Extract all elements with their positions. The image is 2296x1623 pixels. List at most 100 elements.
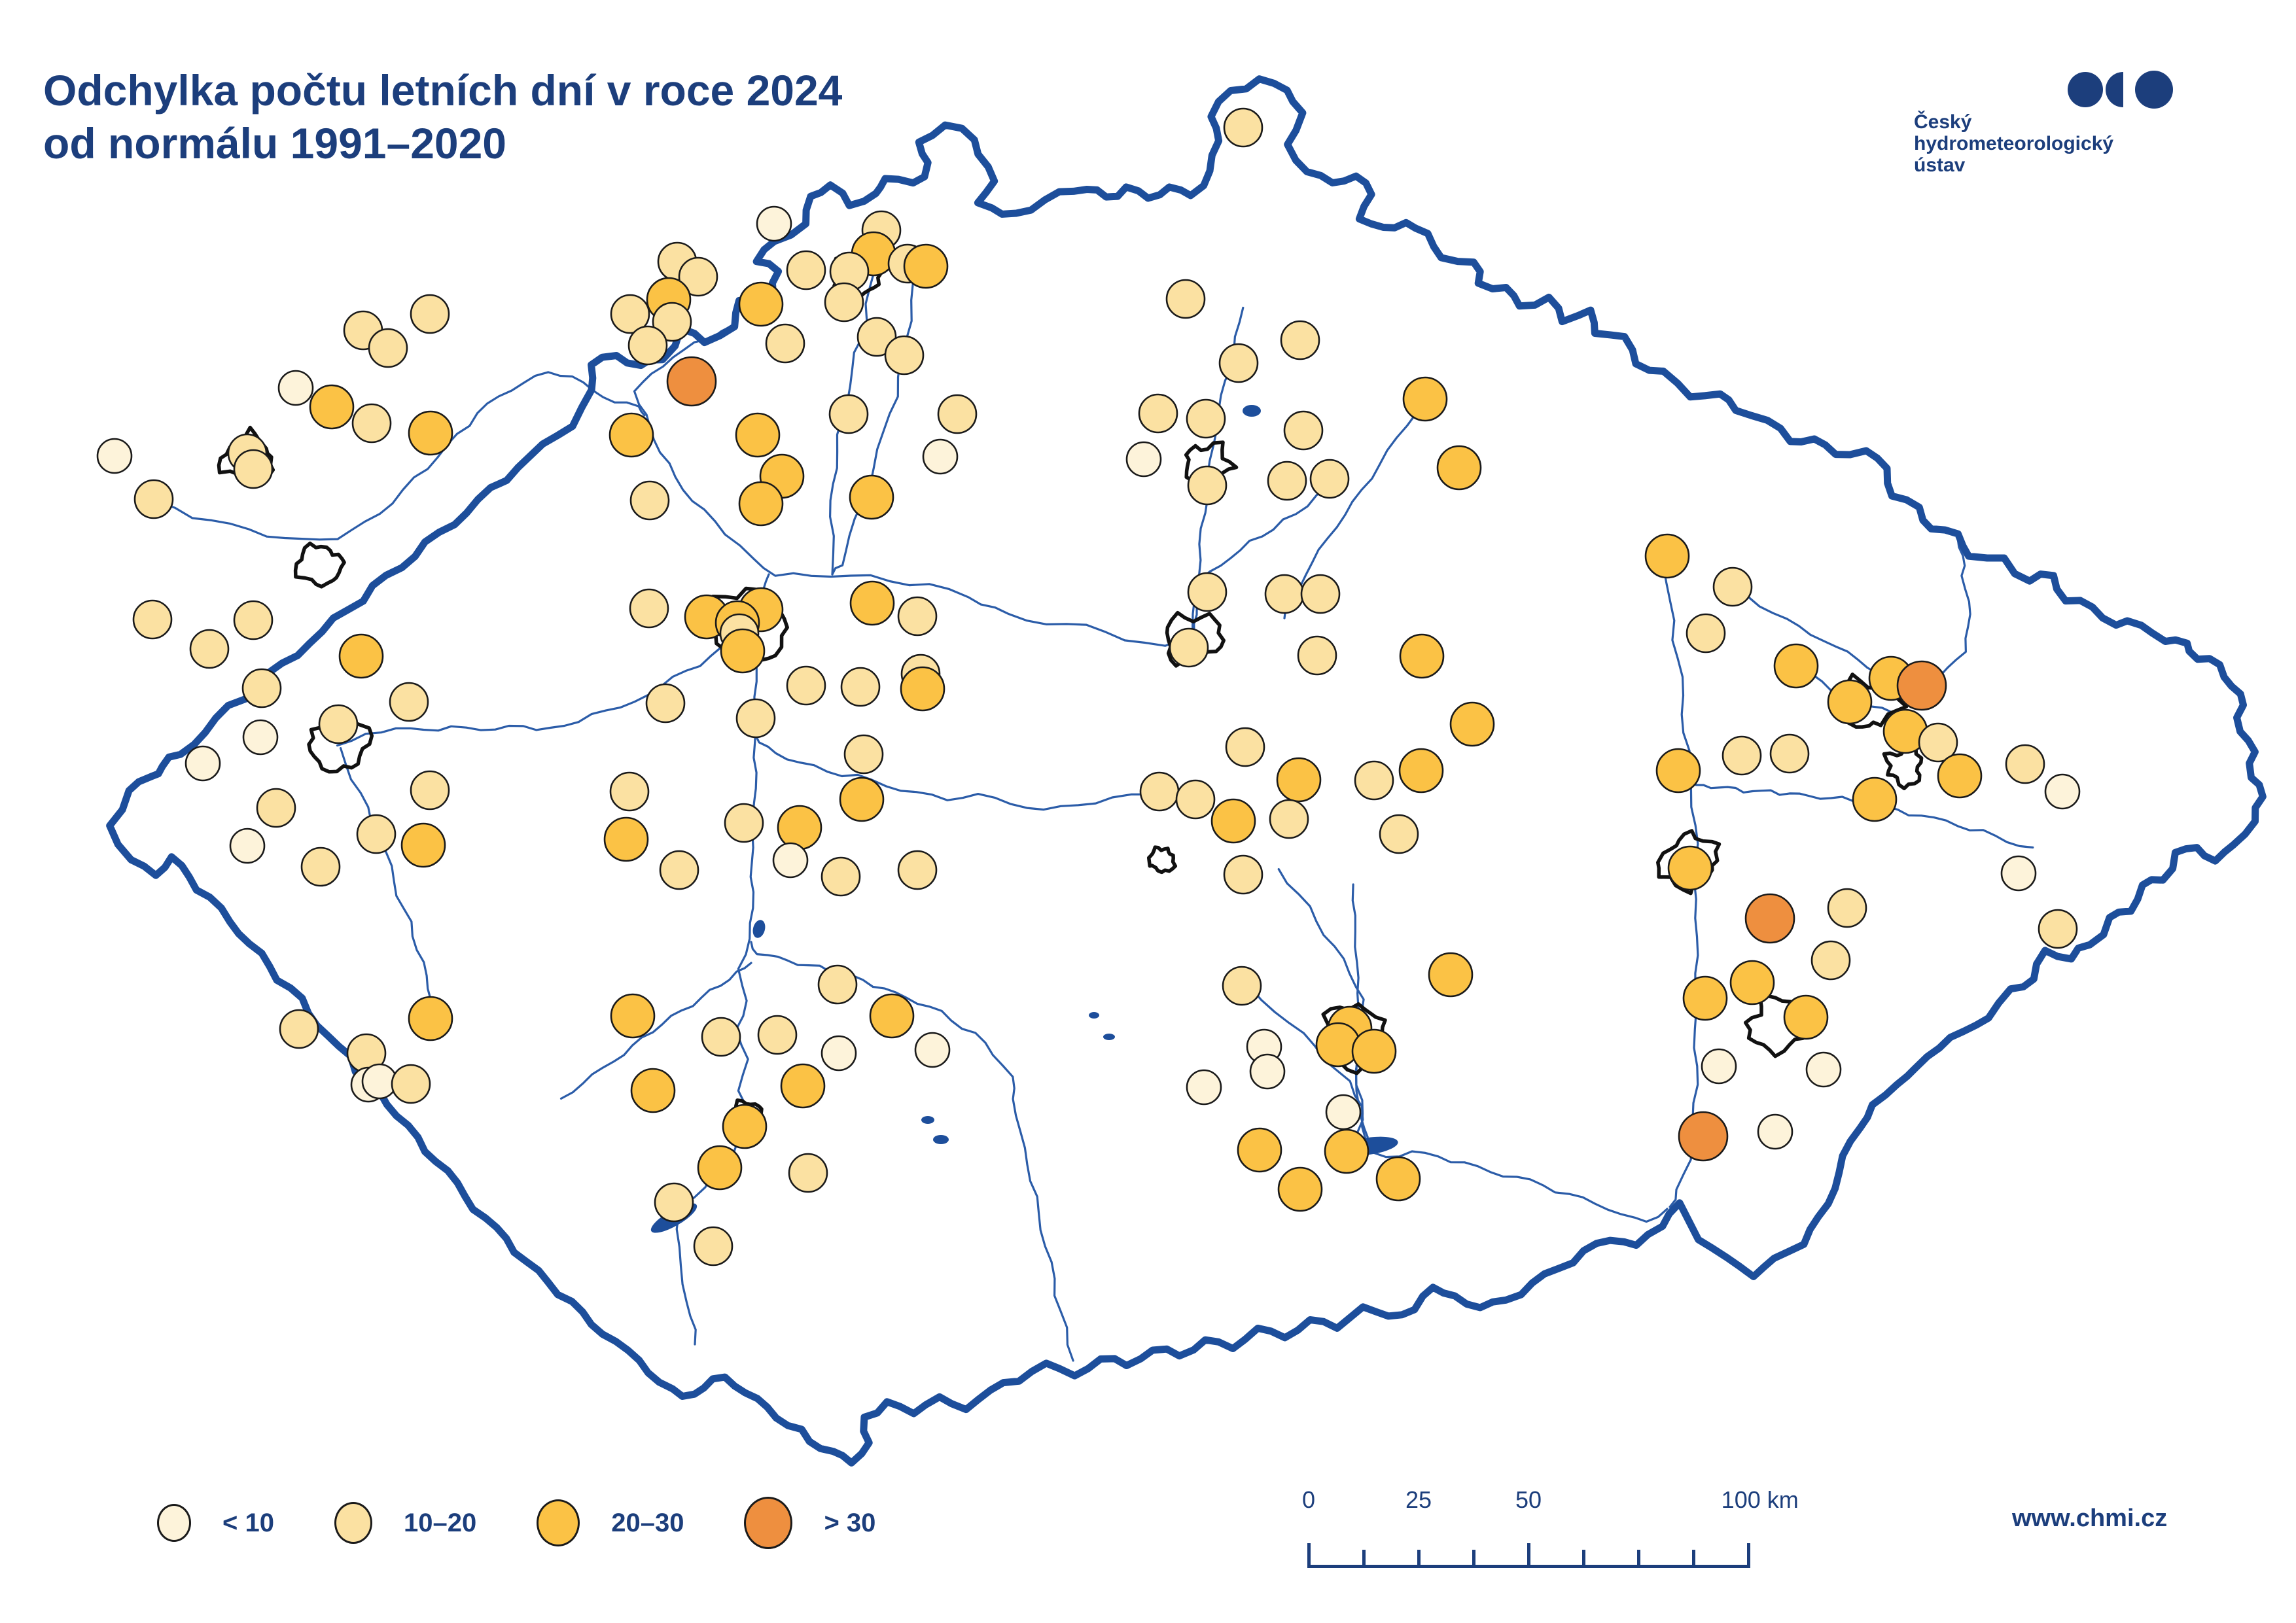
station-dot	[241, 668, 282, 708]
legend-label: 20–30	[611, 1508, 684, 1537]
scalebar-tick	[1692, 1550, 1695, 1568]
station-dot	[1218, 343, 1259, 383]
station-dot	[1225, 727, 1265, 767]
station-dot	[659, 850, 699, 890]
chmi-logo-icon	[2068, 71, 2173, 109]
station-dot	[400, 822, 446, 868]
station-dot	[1783, 994, 1829, 1040]
station-dot	[765, 323, 805, 364]
station-dot	[1402, 376, 1448, 422]
station-dot	[603, 816, 649, 862]
station-dot	[610, 993, 656, 1039]
station-dot	[1678, 1111, 1729, 1162]
station-dot	[720, 628, 766, 674]
station-dot	[1223, 107, 1263, 148]
station-dot	[1175, 779, 1216, 820]
station-dot	[1277, 1166, 1323, 1212]
station-dot	[1722, 735, 1762, 776]
station-dot	[788, 1153, 828, 1193]
station-dot	[817, 964, 858, 1005]
station-dot	[229, 828, 266, 864]
station-dot	[1324, 1128, 1369, 1174]
station-dot	[1138, 393, 1178, 434]
station-dot	[884, 335, 925, 375]
station-dot	[922, 438, 959, 475]
station-dot	[96, 438, 133, 474]
scalebar-label: 25	[1405, 1486, 1432, 1513]
station-dot	[368, 328, 408, 368]
station-dot	[1398, 748, 1444, 794]
station-dot	[697, 1145, 743, 1191]
legend-label: 10–20	[403, 1508, 477, 1537]
page-title: Odchylka počtu letních dní v roce 2024 o…	[43, 64, 842, 169]
station-dot	[300, 846, 341, 887]
station-dot	[1169, 627, 1209, 668]
station-dot	[937, 394, 978, 434]
station-dot	[777, 805, 822, 850]
scalebar-tick	[1637, 1550, 1640, 1568]
station-dot	[738, 281, 784, 327]
station-dot	[1297, 635, 1337, 676]
station-dot	[1428, 952, 1474, 998]
station-dot	[786, 250, 826, 290]
scale-bar: 0 25 50 100 km	[1302, 1486, 1799, 1568]
station-dot	[1769, 733, 1810, 774]
station-dot	[1354, 760, 1394, 801]
station-dot	[2005, 744, 2045, 784]
station-dot	[824, 282, 864, 323]
legend-symbol-icon	[744, 1497, 793, 1549]
legend-item-2: 10–20	[334, 1502, 476, 1544]
station-dot	[1644, 533, 1690, 579]
station-dot	[609, 412, 654, 458]
station-dot	[701, 1017, 741, 1057]
station-dot	[738, 481, 784, 527]
station-dot	[1309, 459, 1350, 499]
station-dot	[840, 667, 881, 707]
station-dot	[351, 403, 392, 444]
station-dot	[652, 302, 692, 342]
station-dot	[1186, 1069, 1222, 1106]
title-line-2: od normálu 1991–2020	[43, 118, 507, 167]
station-dot	[722, 1104, 768, 1149]
station-dot	[1237, 1127, 1282, 1173]
station-dot	[757, 1015, 798, 1055]
scalebar-label: 50	[1515, 1486, 1542, 1513]
station-dot	[408, 410, 453, 456]
scalebar-tick	[1417, 1550, 1421, 1568]
station-dot	[780, 1063, 826, 1109]
station-dot	[869, 993, 915, 1039]
station-dot	[1125, 441, 1162, 478]
station-dot	[1210, 798, 1256, 844]
legend-symbol-icon	[537, 1499, 580, 1546]
station-dot	[408, 996, 453, 1041]
station-dot	[356, 814, 397, 854]
station-dot	[1269, 799, 1309, 839]
logo-line-2: hydrometeorologický	[1914, 133, 2114, 154]
station-dot	[1379, 814, 1419, 854]
station-dot	[279, 1009, 319, 1049]
station-dot	[897, 596, 938, 637]
station-dot	[2044, 773, 2081, 810]
chmi-logo-text: Český hydrometeorologický ústav	[1914, 111, 2113, 176]
legend-item-1: < 10	[157, 1504, 274, 1542]
logo-line-3: ústav	[1914, 154, 1966, 176]
station-dot	[735, 412, 781, 458]
station-dot	[678, 256, 718, 297]
logo-circle-icon	[2068, 72, 2103, 107]
scalebar-tick	[1472, 1550, 1475, 1568]
station-dot	[1449, 701, 1495, 747]
city-outline	[293, 541, 346, 589]
station-dot	[1744, 893, 1795, 944]
website-link: www.chmi.cz	[2012, 1505, 2168, 1532]
scalebar-tick	[1527, 1543, 1530, 1568]
station-dot	[828, 394, 869, 434]
station-dot	[1399, 633, 1445, 679]
station-dot	[843, 734, 884, 775]
station-dot	[338, 633, 384, 679]
station-dot	[1712, 567, 1753, 607]
station-dot	[1827, 888, 1867, 928]
station-dot	[1283, 410, 1324, 451]
station-dot	[1773, 643, 1819, 689]
station-dot	[609, 771, 650, 812]
